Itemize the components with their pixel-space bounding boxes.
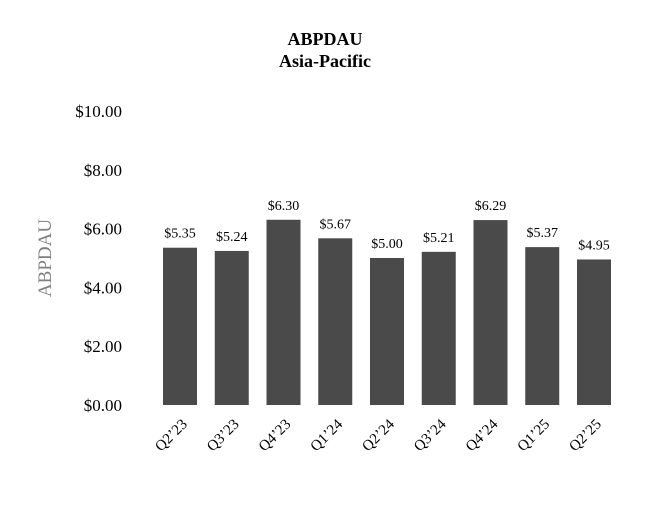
y-axis-label: ABPDAU bbox=[35, 219, 56, 297]
y-tick-label: $0.00 bbox=[84, 396, 122, 415]
chart-subtitle: Asia-Pacific bbox=[279, 51, 371, 71]
chart-title: ABPDAU bbox=[288, 29, 363, 49]
bar bbox=[214, 250, 249, 405]
y-tick-label: $2.00 bbox=[84, 337, 122, 356]
x-tick-label: Q2’25 bbox=[566, 417, 604, 455]
data-label: $6.30 bbox=[268, 199, 300, 214]
bar bbox=[370, 258, 404, 405]
bar bbox=[318, 238, 353, 405]
bar bbox=[577, 259, 611, 405]
data-label: $4.95 bbox=[578, 238, 610, 253]
x-tick-label: Q1’25 bbox=[515, 417, 553, 455]
bar bbox=[525, 247, 560, 405]
data-label: $5.21 bbox=[423, 231, 455, 246]
y-tick-label: $10.00 bbox=[75, 102, 122, 121]
data-label: $5.67 bbox=[320, 217, 352, 232]
bar bbox=[266, 219, 301, 405]
x-tick-label: Q4’23 bbox=[256, 417, 294, 455]
y-tick-label: $6.00 bbox=[84, 220, 122, 239]
y-tick-label: $4.00 bbox=[84, 278, 122, 297]
x-tick-label: Q2’24 bbox=[359, 416, 398, 455]
x-tick-label: Q2’23 bbox=[152, 417, 190, 455]
bar bbox=[163, 247, 197, 405]
x-tick-label: Q1’24 bbox=[308, 416, 347, 455]
x-tick-label: Q4’24 bbox=[463, 416, 502, 455]
data-label: $5.24 bbox=[216, 230, 248, 245]
x-tick-label: Q3’24 bbox=[411, 416, 450, 455]
x-tick-label: Q3’23 bbox=[204, 417, 242, 455]
data-label: $5.35 bbox=[164, 227, 196, 242]
data-label: $5.37 bbox=[527, 226, 559, 241]
y-tick-label: $8.00 bbox=[84, 161, 122, 180]
data-label: $6.29 bbox=[475, 199, 507, 214]
bar bbox=[421, 251, 456, 405]
bar bbox=[473, 220, 508, 405]
data-label: $5.00 bbox=[371, 237, 403, 252]
